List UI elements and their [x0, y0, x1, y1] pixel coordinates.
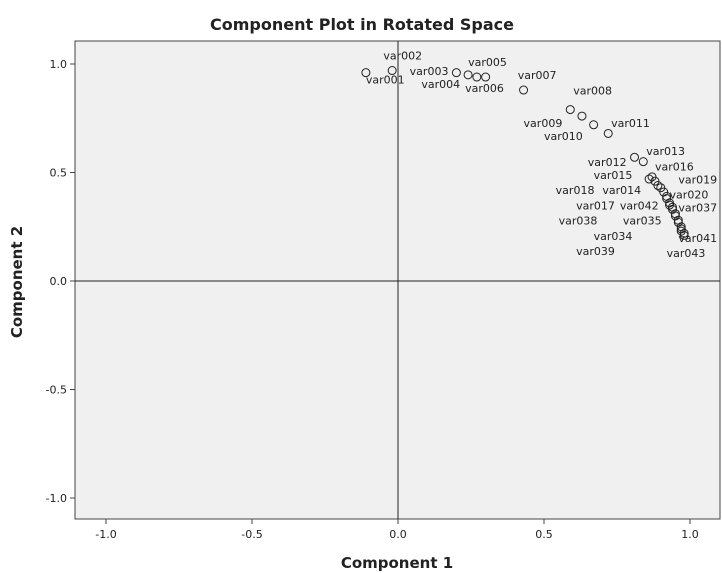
points — [361, 66, 689, 240]
x-tick-label: -0.5 — [241, 528, 262, 541]
data-point — [565, 105, 575, 115]
data-point — [679, 228, 689, 238]
point-label: var009 — [524, 117, 563, 130]
y-tick-label: 0.0 — [50, 275, 68, 288]
point-label: var038 — [559, 215, 598, 228]
point-labels: var002 var001 var003 var005 var004 var006 var0… — [366, 50, 717, 260]
x-tick-label: 0.5 — [535, 528, 553, 541]
point-label: var011 — [611, 117, 650, 130]
point-label: var039 — [576, 245, 615, 258]
data-point — [519, 85, 529, 95]
y-tick-label: 0.5 — [50, 167, 68, 180]
point-label: var037 — [678, 202, 717, 215]
point-label: var004 — [421, 78, 460, 91]
point-label: var008 — [573, 84, 612, 97]
point-label: var041 — [678, 232, 717, 245]
data-point — [679, 230, 689, 240]
data-point — [630, 152, 640, 162]
point-label: var019 — [678, 173, 717, 186]
x-axis-title: Component 1 — [341, 554, 453, 572]
x-ticks: -1.0 -0.5 0.0 0.5 1.0 — [95, 519, 699, 541]
point-label: var010 — [544, 130, 583, 143]
y-tick-label: -0.5 — [46, 384, 67, 397]
data-point — [589, 120, 599, 130]
data-point — [387, 66, 397, 76]
point-label: var034 — [594, 230, 633, 243]
data-point — [577, 111, 587, 121]
y-axis-title: Component 2 — [8, 226, 26, 338]
data-point — [472, 72, 482, 82]
point-label: var018 — [556, 184, 595, 197]
y-ticks: -1.0 -0.5 0.0 0.5 1.0 — [46, 58, 75, 505]
point-label: var006 — [465, 82, 504, 95]
y-tick-label: 1.0 — [50, 58, 68, 71]
data-point — [451, 68, 461, 78]
data-point — [603, 128, 613, 138]
point-label: var002 — [383, 50, 422, 63]
point-label: var035 — [623, 215, 662, 228]
data-point — [638, 157, 648, 167]
chart-title: Component Plot in Rotated Space — [210, 15, 514, 34]
point-label: var003 — [410, 65, 449, 78]
point-label: var017 — [576, 199, 615, 212]
point-label: var016 — [655, 160, 694, 173]
x-tick-label: 0.0 — [389, 528, 407, 541]
point-label: var042 — [620, 199, 659, 212]
point-label: var013 — [646, 145, 685, 158]
x-tick-label: 1.0 — [681, 528, 699, 541]
point-label: var020 — [670, 189, 709, 202]
point-label: var014 — [602, 184, 641, 197]
point-label: var007 — [518, 69, 557, 82]
data-point — [653, 181, 663, 191]
data-point — [361, 68, 371, 78]
data-point — [644, 174, 654, 184]
x-tick-label: -1.0 — [95, 528, 116, 541]
point-label: var012 — [588, 156, 627, 169]
y-tick-label: -1.0 — [46, 492, 67, 505]
point-label: var005 — [468, 56, 507, 69]
point-label: var043 — [667, 247, 706, 260]
data-point — [463, 70, 473, 80]
point-label: var001 — [366, 74, 405, 87]
data-point — [481, 72, 491, 82]
point-label: var015 — [594, 169, 633, 182]
